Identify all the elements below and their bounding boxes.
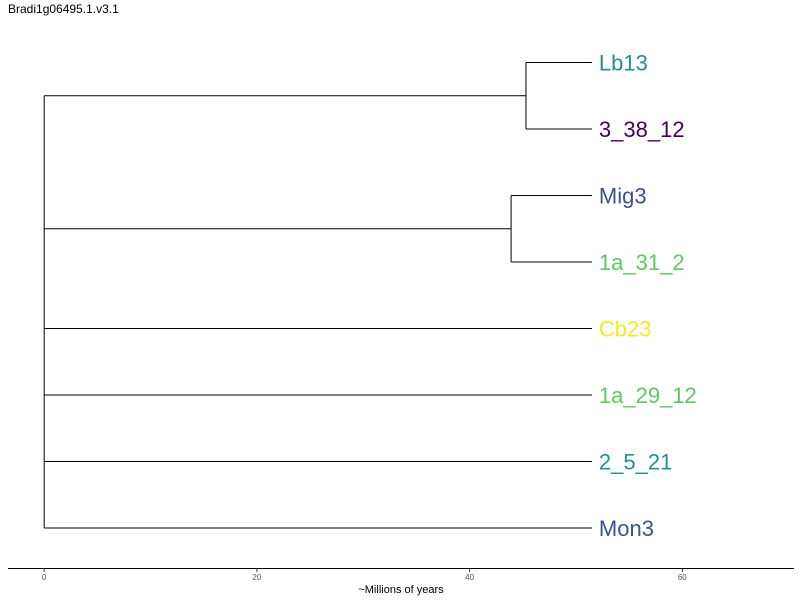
x-axis-tick-label: 0 [42,573,47,582]
tip-label: Lb13 [599,51,648,76]
x-axis-title: ~Millions of years [358,584,444,596]
x-axis-ticks: 0 20 40 60 [42,568,687,582]
x-axis-tick-label: 40 [465,573,474,582]
tip-label: 1a_29_12 [599,383,697,408]
tip-label: 3_38_12 [599,117,685,142]
tip-label: Mon3 [599,516,654,541]
x-axis-tick-label: 60 [678,573,687,582]
tip-label: 2_5_21 [599,450,672,475]
tree-branches [43,62,592,529]
tip-label: Mig3 [599,184,647,209]
page-title: Bradi1g06495.1.v3.1 [8,2,119,16]
x-axis-tick-label: 20 [252,573,261,582]
tip-labels: Lb13 3_38_12 Mig3 1a_31_2 Cb23 1a_29_12 2_5_21… [599,51,697,542]
tip-label: 1a_31_2 [599,250,685,275]
tip-label: Cb23 [599,317,652,342]
